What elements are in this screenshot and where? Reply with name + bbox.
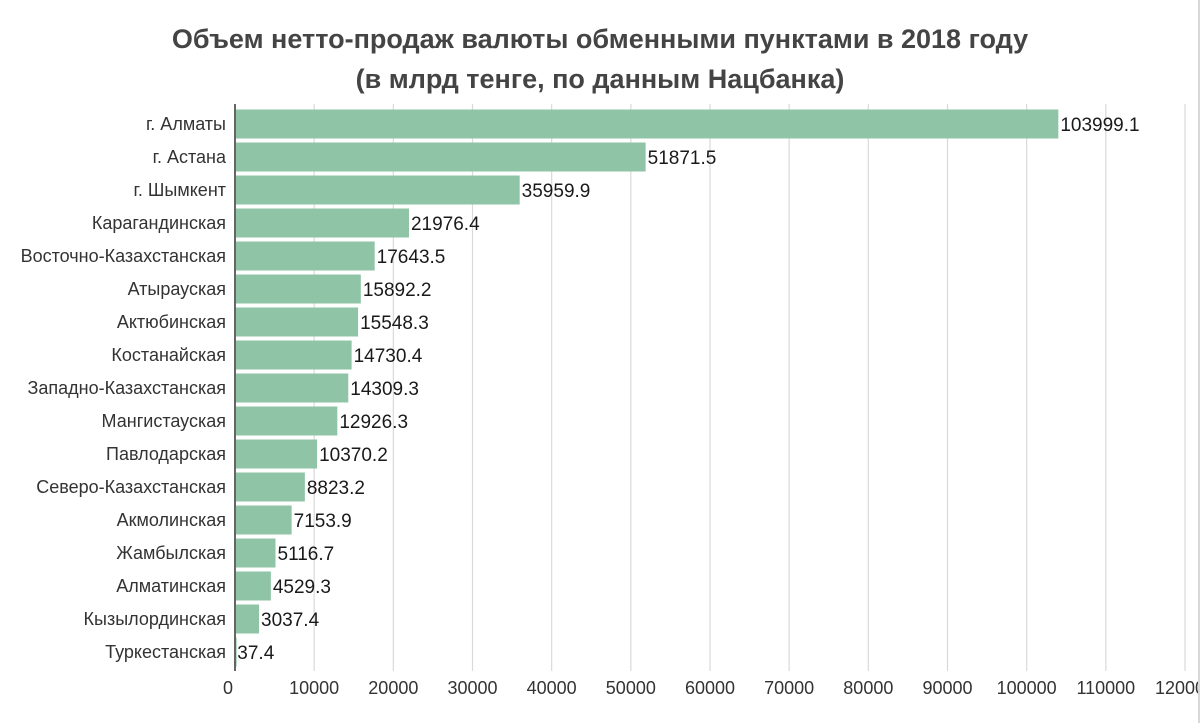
- category-label: Жамбылская: [116, 543, 226, 563]
- category-label: Туркестанская: [105, 642, 226, 662]
- category-label: Актюбинская: [117, 312, 226, 332]
- x-tick-label: 0: [223, 678, 233, 698]
- value-label: 103999.1: [1060, 115, 1139, 136]
- x-tick-label: 20000: [368, 678, 418, 698]
- category-label: Мангистауская: [102, 411, 226, 431]
- bar: [236, 175, 520, 205]
- category-label: Алматинская: [116, 576, 226, 596]
- value-label: 21976.4: [411, 214, 480, 235]
- x-tick-label: 40000: [527, 678, 577, 698]
- bar: [236, 472, 305, 502]
- category-label: Атырауская: [128, 279, 226, 299]
- category-label: Восточно-Казахстанская: [21, 246, 226, 266]
- category-label: Акмолинская: [117, 510, 226, 530]
- x-tick-label: 100000: [997, 678, 1057, 698]
- bar: [236, 307, 359, 337]
- category-label: Карагандинская: [92, 213, 226, 233]
- value-label: 8823.2: [307, 478, 365, 499]
- bar: [236, 439, 318, 469]
- x-tick-label: 110000: [1076, 678, 1135, 698]
- bar: [236, 241, 375, 271]
- value-label: 35959.9: [522, 181, 591, 202]
- bar: [236, 340, 352, 370]
- bars: [236, 109, 1059, 667]
- x-tick-label: 10000: [289, 678, 339, 698]
- value-label: 10370.2: [319, 445, 388, 466]
- value-label: 14309.3: [350, 379, 419, 400]
- value-label: 4529.3: [273, 577, 331, 598]
- x-tick-label: 120000: [1155, 678, 1200, 698]
- value-label: 15892.2: [363, 280, 432, 301]
- category-label: Западно-Казахстанская: [28, 378, 226, 398]
- bar: [236, 142, 646, 172]
- value-label: 5116.7: [278, 544, 335, 565]
- category-label: Павлодарская: [106, 444, 226, 464]
- category-label: г. Алматы: [146, 114, 226, 134]
- x-tick-label: 90000: [922, 678, 972, 698]
- value-label: 7153.9: [294, 511, 352, 532]
- bar: [236, 274, 361, 304]
- x-tick-label: 50000: [606, 678, 656, 698]
- category-label: Кызылординская: [84, 609, 226, 629]
- chart-subtitle: (в млрд тенге, по данным Нацбанка): [355, 64, 845, 94]
- bar: [236, 637, 237, 667]
- value-label: 51871.5: [648, 148, 717, 169]
- bar: [236, 208, 409, 238]
- grid-lines: [313, 104, 1186, 671]
- chart-title: Объем нетто-продаж валюты обменными пунк…: [171, 24, 1029, 54]
- value-label: 17643.5: [377, 247, 446, 268]
- bar: [236, 505, 292, 535]
- bar: [236, 373, 349, 403]
- category-label: г. Шымкент: [134, 180, 226, 200]
- value-label: 14730.4: [354, 346, 423, 367]
- value-label: 3037.4: [261, 610, 320, 631]
- value-label: 37.4: [237, 643, 274, 664]
- category-label: Костанайская: [111, 345, 226, 365]
- bar: [236, 571, 271, 601]
- value-label: 12926.3: [339, 412, 408, 433]
- category-label: Северо-Казахстанская: [36, 477, 226, 497]
- x-tick-label: 60000: [685, 678, 735, 698]
- bar: [236, 406, 338, 436]
- value-label: 15548.3: [360, 313, 429, 334]
- bar: [236, 109, 1059, 139]
- frame-edge: [1198, 0, 1200, 723]
- bar: [236, 538, 276, 568]
- x-tick-label: 30000: [447, 678, 497, 698]
- labels: 0 10000 20000 30000 40000 50000 60000 70000 8000…: [21, 114, 1200, 698]
- bar: [236, 604, 260, 634]
- x-tick-label: 80000: [843, 678, 893, 698]
- category-label: г. Астана: [153, 147, 227, 167]
- x-tick-label: 70000: [764, 678, 814, 698]
